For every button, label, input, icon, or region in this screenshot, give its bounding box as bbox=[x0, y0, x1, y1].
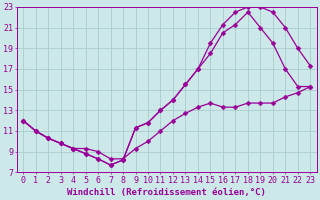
X-axis label: Windchill (Refroidissement éolien,°C): Windchill (Refroidissement éolien,°C) bbox=[67, 188, 266, 197]
